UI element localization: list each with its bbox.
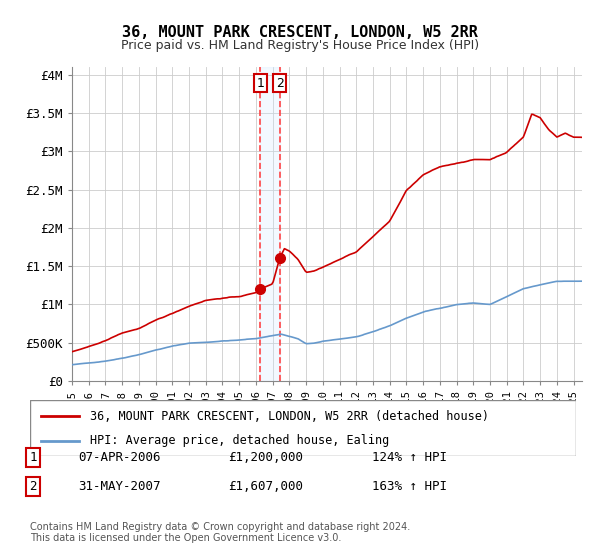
Text: 163% ↑ HPI: 163% ↑ HPI <box>372 480 447 493</box>
Text: 07-APR-2006: 07-APR-2006 <box>78 451 161 464</box>
Text: 124% ↑ HPI: 124% ↑ HPI <box>372 451 447 464</box>
Text: £1,607,000: £1,607,000 <box>228 480 303 493</box>
Text: Contains HM Land Registry data © Crown copyright and database right 2024.
This d: Contains HM Land Registry data © Crown c… <box>30 521 410 543</box>
Text: 36, MOUNT PARK CRESCENT, LONDON, W5 2RR (detached house): 36, MOUNT PARK CRESCENT, LONDON, W5 2RR … <box>90 409 489 423</box>
FancyBboxPatch shape <box>30 400 576 456</box>
Bar <box>260 67 280 381</box>
Text: HPI: Average price, detached house, Ealing: HPI: Average price, detached house, Eali… <box>90 434 389 447</box>
Text: Price paid vs. HM Land Registry's House Price Index (HPI): Price paid vs. HM Land Registry's House … <box>121 39 479 52</box>
Text: 36, MOUNT PARK CRESCENT, LONDON, W5 2RR: 36, MOUNT PARK CRESCENT, LONDON, W5 2RR <box>122 25 478 40</box>
Text: 1: 1 <box>257 77 265 90</box>
Text: £1,200,000: £1,200,000 <box>228 451 303 464</box>
Text: 1: 1 <box>29 451 37 464</box>
Text: 2: 2 <box>276 77 284 90</box>
Text: 2: 2 <box>29 480 37 493</box>
Text: 31-MAY-2007: 31-MAY-2007 <box>78 480 161 493</box>
